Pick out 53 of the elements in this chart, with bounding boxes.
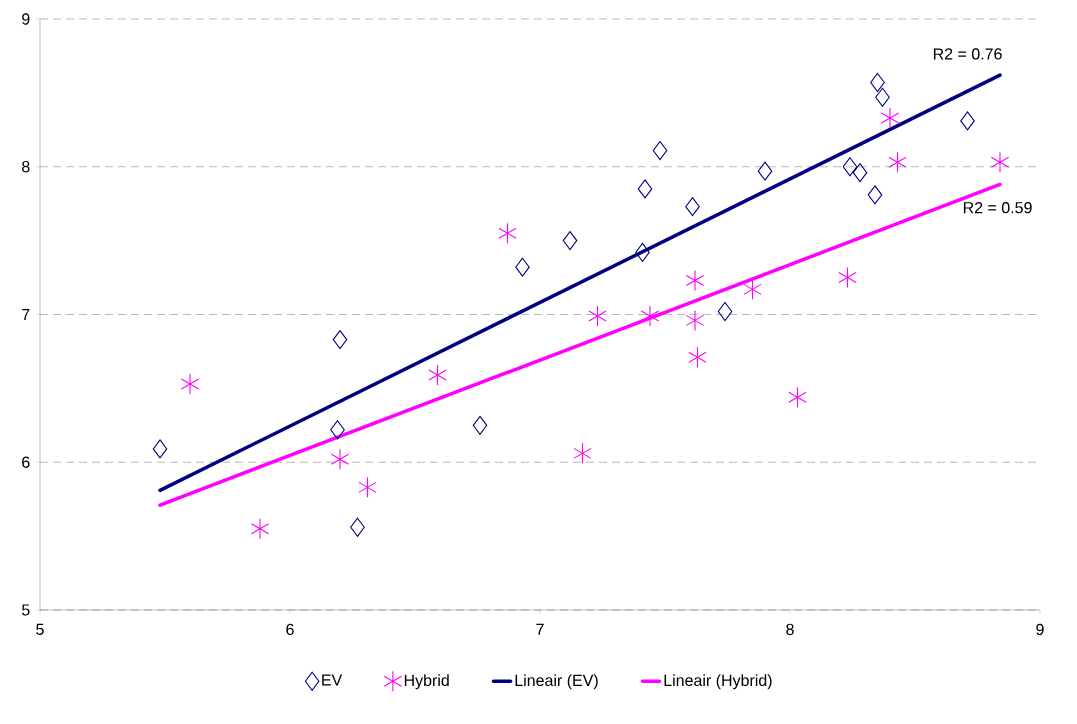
point — [888, 151, 907, 173]
point — [743, 278, 762, 300]
y-tick-label: 7 — [22, 308, 30, 320]
point — [498, 222, 517, 244]
point — [330, 420, 345, 440]
point — [717, 301, 733, 322]
x-tick-label: 9 — [1036, 623, 1044, 636]
point — [588, 305, 607, 327]
y-tick-label: 8 — [22, 161, 30, 173]
point — [788, 386, 807, 408]
point — [635, 242, 650, 262]
x-tick-label: 6 — [286, 623, 294, 636]
point — [330, 448, 350, 470]
annotation: R2 = 0.76 — [933, 48, 1002, 60]
point — [842, 157, 858, 177]
point — [880, 107, 900, 129]
point — [867, 185, 883, 205]
point — [332, 330, 348, 350]
point — [875, 87, 890, 107]
point — [573, 442, 592, 464]
legend-label: EV — [322, 674, 343, 686]
annotation: R2 = 0.59 — [963, 202, 1032, 214]
point — [990, 151, 1010, 173]
point — [838, 267, 857, 289]
point — [870, 72, 885, 93]
point — [685, 269, 705, 292]
y-tick-label: 9 — [22, 13, 30, 25]
point — [515, 257, 530, 277]
legend-label: Lineair (Hybrid) — [664, 674, 772, 690]
point — [960, 111, 975, 131]
point — [688, 346, 707, 368]
point — [180, 373, 200, 395]
point — [652, 140, 668, 161]
point — [685, 309, 705, 331]
point — [472, 415, 488, 435]
point — [637, 179, 653, 199]
point — [757, 161, 773, 181]
legend-label: Hybrid — [404, 674, 449, 690]
point — [250, 518, 270, 540]
x-tick-label: 7 — [536, 623, 544, 635]
point — [358, 476, 377, 498]
y-tick-label: 5 — [21, 604, 30, 616]
y-tick-label: 6 — [22, 456, 30, 468]
point — [852, 163, 868, 183]
x-tick-label: 5 — [36, 623, 44, 635]
point — [350, 517, 365, 537]
point — [640, 305, 660, 327]
x-tick-label: 8 — [786, 623, 794, 636]
point — [562, 231, 578, 251]
point — [428, 364, 447, 386]
legend-label: Lineair (EV) — [515, 674, 598, 690]
point — [685, 197, 700, 217]
point — [152, 439, 168, 459]
